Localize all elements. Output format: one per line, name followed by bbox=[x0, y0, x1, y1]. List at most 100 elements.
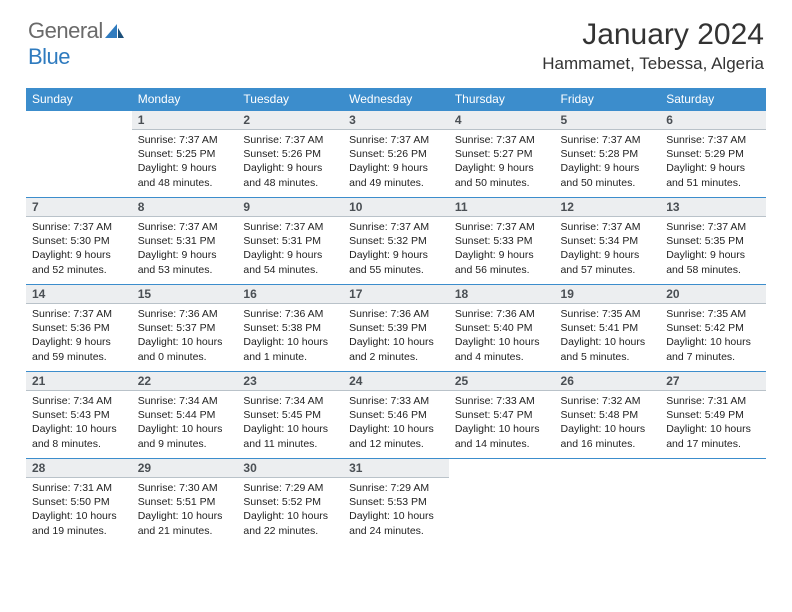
sunrise-text: Sunrise: 7:37 AM bbox=[349, 220, 443, 234]
sunset-text: Sunset: 5:40 PM bbox=[455, 321, 549, 335]
sunrise-text: Sunrise: 7:31 AM bbox=[32, 481, 126, 495]
title-block: January 2024 Hammamet, Tebessa, Algeria bbox=[542, 18, 764, 74]
daylight-text-2: and 16 minutes. bbox=[561, 437, 655, 451]
sunrise-text: Sunrise: 7:29 AM bbox=[243, 481, 337, 495]
content-row: Sunrise: 7:34 AMSunset: 5:43 PMDaylight:… bbox=[26, 391, 766, 459]
sunrise-text: Sunrise: 7:37 AM bbox=[666, 220, 760, 234]
sunrise-text: Sunrise: 7:35 AM bbox=[561, 307, 655, 321]
sunrise-text: Sunrise: 7:34 AM bbox=[138, 394, 232, 408]
daylight-text-2: and 1 minute. bbox=[243, 350, 337, 364]
day-cell: Sunrise: 7:37 AMSunset: 5:35 PMDaylight:… bbox=[660, 217, 766, 285]
day-number: 16 bbox=[237, 285, 343, 304]
daylight-text-1: Daylight: 10 hours bbox=[561, 335, 655, 349]
daylight-text-1: Daylight: 9 hours bbox=[666, 248, 760, 262]
sunrise-text: Sunrise: 7:36 AM bbox=[349, 307, 443, 321]
day-cell: Sunrise: 7:34 AMSunset: 5:43 PMDaylight:… bbox=[26, 391, 132, 459]
content-row: Sunrise: 7:37 AMSunset: 5:25 PMDaylight:… bbox=[26, 130, 766, 198]
sunrise-text: Sunrise: 7:30 AM bbox=[138, 481, 232, 495]
day-cell: Sunrise: 7:37 AMSunset: 5:34 PMDaylight:… bbox=[555, 217, 661, 285]
daylight-text-2: and 11 minutes. bbox=[243, 437, 337, 451]
daylight-text-1: Daylight: 9 hours bbox=[243, 248, 337, 262]
daylight-text-1: Daylight: 10 hours bbox=[561, 422, 655, 436]
sunrise-text: Sunrise: 7:36 AM bbox=[138, 307, 232, 321]
daylight-text-2: and 52 minutes. bbox=[32, 263, 126, 277]
day-cell: Sunrise: 7:30 AMSunset: 5:51 PMDaylight:… bbox=[132, 478, 238, 546]
daynum-row: 78910111213 bbox=[26, 198, 766, 217]
daylight-text-1: Daylight: 10 hours bbox=[243, 422, 337, 436]
weekday-header: Saturday bbox=[660, 88, 766, 111]
daylight-text-1: Daylight: 9 hours bbox=[666, 161, 760, 175]
daylight-text-2: and 0 minutes. bbox=[138, 350, 232, 364]
sunset-text: Sunset: 5:26 PM bbox=[243, 147, 337, 161]
day-number: 20 bbox=[660, 285, 766, 304]
daylight-text-1: Daylight: 10 hours bbox=[32, 422, 126, 436]
sunrise-text: Sunrise: 7:37 AM bbox=[349, 133, 443, 147]
daylight-text-2: and 57 minutes. bbox=[561, 263, 655, 277]
sunrise-text: Sunrise: 7:34 AM bbox=[243, 394, 337, 408]
daylight-text-2: and 22 minutes. bbox=[243, 524, 337, 538]
daylight-text-2: and 4 minutes. bbox=[455, 350, 549, 364]
day-number: 3 bbox=[343, 111, 449, 130]
daylight-text-2: and 48 minutes. bbox=[243, 176, 337, 190]
day-cell: Sunrise: 7:32 AMSunset: 5:48 PMDaylight:… bbox=[555, 391, 661, 459]
sunset-text: Sunset: 5:34 PM bbox=[561, 234, 655, 248]
daynum-row: 14151617181920 bbox=[26, 285, 766, 304]
sunset-text: Sunset: 5:53 PM bbox=[349, 495, 443, 509]
daylight-text-2: and 53 minutes. bbox=[138, 263, 232, 277]
sunrise-text: Sunrise: 7:37 AM bbox=[561, 133, 655, 147]
daylight-text-1: Daylight: 10 hours bbox=[32, 509, 126, 523]
day-number: 31 bbox=[343, 459, 449, 478]
daylight-text-2: and 59 minutes. bbox=[32, 350, 126, 364]
content-row: Sunrise: 7:31 AMSunset: 5:50 PMDaylight:… bbox=[26, 478, 766, 546]
day-number: 19 bbox=[555, 285, 661, 304]
day-cell: Sunrise: 7:33 AMSunset: 5:46 PMDaylight:… bbox=[343, 391, 449, 459]
daylight-text-1: Daylight: 9 hours bbox=[32, 248, 126, 262]
day-cell: Sunrise: 7:37 AMSunset: 5:32 PMDaylight:… bbox=[343, 217, 449, 285]
daylight-text-1: Daylight: 10 hours bbox=[243, 335, 337, 349]
day-cell: Sunrise: 7:36 AMSunset: 5:37 PMDaylight:… bbox=[132, 304, 238, 372]
daylight-text-2: and 55 minutes. bbox=[349, 263, 443, 277]
sunset-text: Sunset: 5:39 PM bbox=[349, 321, 443, 335]
day-cell: Sunrise: 7:37 AMSunset: 5:29 PMDaylight:… bbox=[660, 130, 766, 198]
day-number bbox=[555, 459, 661, 478]
sunset-text: Sunset: 5:32 PM bbox=[349, 234, 443, 248]
sunrise-text: Sunrise: 7:36 AM bbox=[243, 307, 337, 321]
day-number: 2 bbox=[237, 111, 343, 130]
daylight-text-1: Daylight: 10 hours bbox=[455, 422, 549, 436]
day-number: 24 bbox=[343, 372, 449, 391]
weekday-header: Monday bbox=[132, 88, 238, 111]
daylight-text-2: and 7 minutes. bbox=[666, 350, 760, 364]
day-cell: Sunrise: 7:37 AMSunset: 5:27 PMDaylight:… bbox=[449, 130, 555, 198]
sunrise-text: Sunrise: 7:37 AM bbox=[243, 133, 337, 147]
day-cell: Sunrise: 7:33 AMSunset: 5:47 PMDaylight:… bbox=[449, 391, 555, 459]
daylight-text-1: Daylight: 10 hours bbox=[349, 509, 443, 523]
daylight-text-2: and 12 minutes. bbox=[349, 437, 443, 451]
sunrise-text: Sunrise: 7:34 AM bbox=[32, 394, 126, 408]
daylight-text-2: and 48 minutes. bbox=[138, 176, 232, 190]
day-cell: Sunrise: 7:34 AMSunset: 5:44 PMDaylight:… bbox=[132, 391, 238, 459]
daylight-text-1: Daylight: 9 hours bbox=[32, 335, 126, 349]
sunset-text: Sunset: 5:33 PM bbox=[455, 234, 549, 248]
sunrise-text: Sunrise: 7:37 AM bbox=[32, 220, 126, 234]
sunset-text: Sunset: 5:26 PM bbox=[349, 147, 443, 161]
sunset-text: Sunset: 5:37 PM bbox=[138, 321, 232, 335]
sunrise-text: Sunrise: 7:37 AM bbox=[455, 133, 549, 147]
daylight-text-1: Daylight: 9 hours bbox=[561, 161, 655, 175]
sunset-text: Sunset: 5:42 PM bbox=[666, 321, 760, 335]
sunrise-text: Sunrise: 7:37 AM bbox=[32, 307, 126, 321]
sunset-text: Sunset: 5:30 PM bbox=[32, 234, 126, 248]
sunset-text: Sunset: 5:45 PM bbox=[243, 408, 337, 422]
sunset-text: Sunset: 5:29 PM bbox=[666, 147, 760, 161]
day-cell: Sunrise: 7:37 AMSunset: 5:26 PMDaylight:… bbox=[237, 130, 343, 198]
day-number: 30 bbox=[237, 459, 343, 478]
sunrise-text: Sunrise: 7:31 AM bbox=[666, 394, 760, 408]
daylight-text-1: Daylight: 9 hours bbox=[455, 161, 549, 175]
day-number: 27 bbox=[660, 372, 766, 391]
day-number: 1 bbox=[132, 111, 238, 130]
weekday-header: Sunday bbox=[26, 88, 132, 111]
sunset-text: Sunset: 5:35 PM bbox=[666, 234, 760, 248]
day-cell: Sunrise: 7:29 AMSunset: 5:52 PMDaylight:… bbox=[237, 478, 343, 546]
day-cell bbox=[555, 478, 661, 546]
day-number: 17 bbox=[343, 285, 449, 304]
sunrise-text: Sunrise: 7:37 AM bbox=[138, 220, 232, 234]
